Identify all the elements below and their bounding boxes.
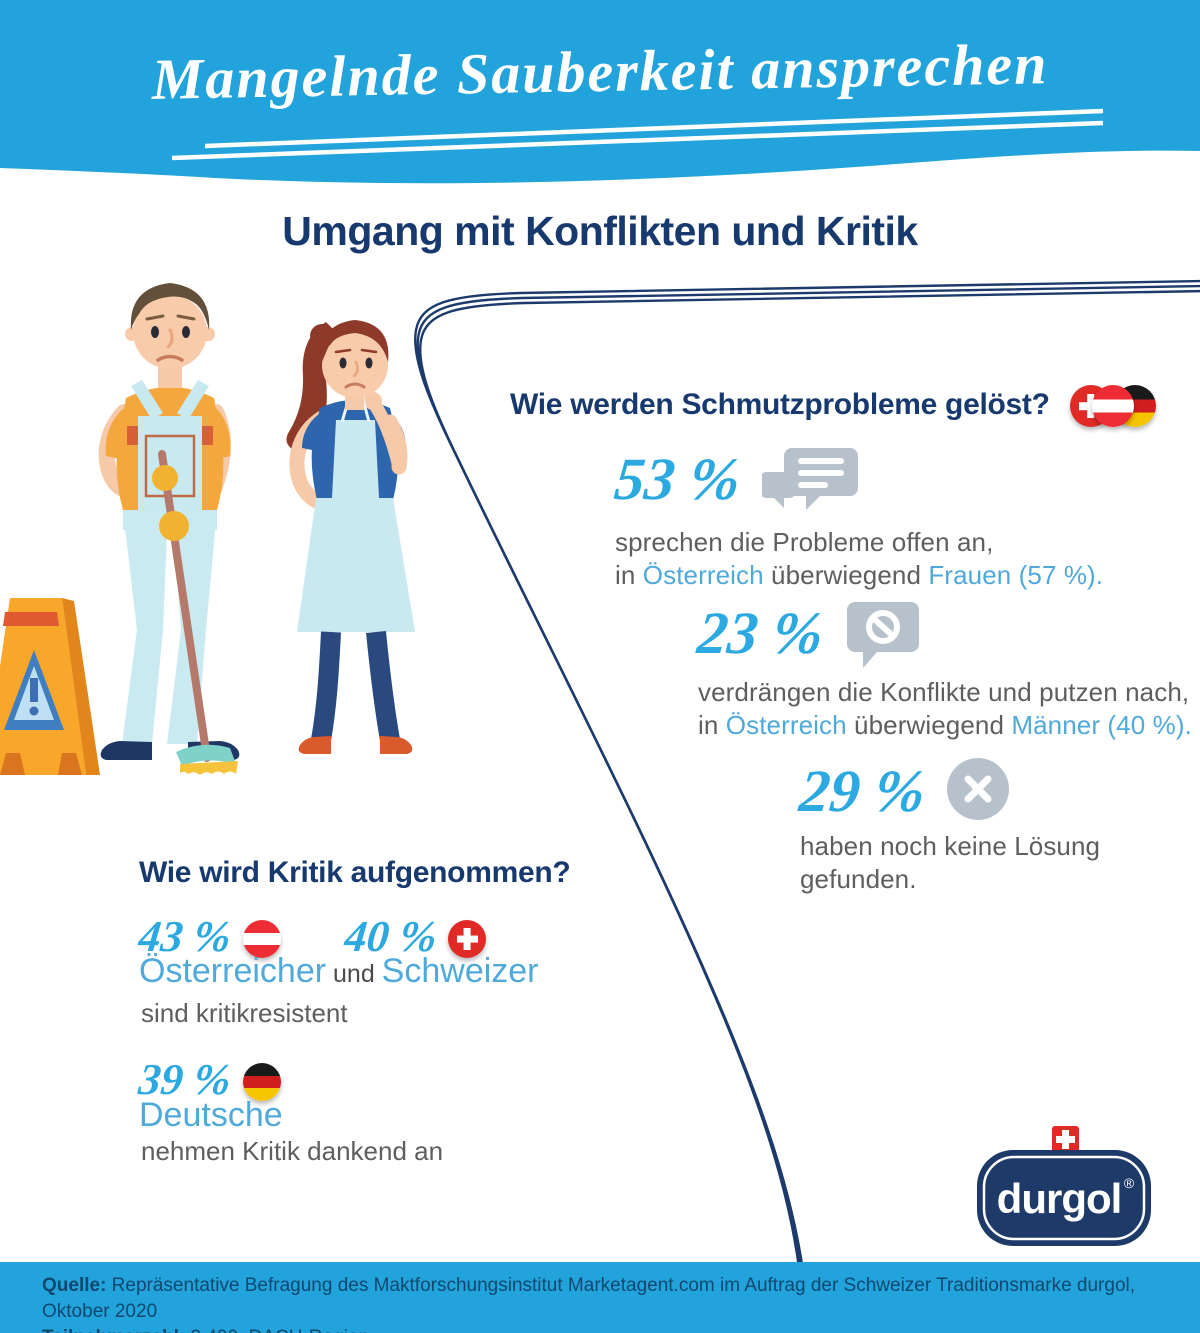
cross-circle-icon [946, 758, 1009, 820]
page-title: Umgang mit Konflikten und Kritik [282, 208, 918, 254]
banner-wave-background [0, 0, 1200, 184]
critic-pair-row: 43 % 40 % [136, 912, 487, 961]
footer-participants-line: Teilnehmerzahl: 2.400, DACH-Region [42, 1325, 1170, 1333]
critic-pair-caption: Österreicher und Schweizer [139, 952, 539, 990]
stat-23-line2: in Österreich überwiegend Männer (40 %). [698, 710, 1192, 740]
solve-section-header: Wie werden Schmutzprobleme gelöst? [510, 383, 1156, 427]
critic-single-caption: Deutsche [139, 1096, 283, 1134]
stat-53-block: 53 % sprechen die Probleme offen an, in … [611, 446, 1104, 592]
durgol-logo: durgol ® [977, 1126, 1151, 1246]
stat-29-block: 29 % haben noch keine Lösung gefunden. [796, 758, 1200, 896]
svg-text:®: ® [1124, 1175, 1135, 1191]
stat-23-value: 23 % [694, 600, 827, 666]
critic-section-heading: Wie wird Kritik aufgenommen? [139, 856, 571, 889]
austrian-flag-icon [242, 920, 281, 958]
stat-29-line1: haben noch keine Lösung gefunden. [800, 831, 1101, 894]
solve-section-heading: Wie werden Schmutzprobleme gelöst? [510, 388, 1050, 421]
critic-pair-subcaption: sind kritikresistent [141, 998, 348, 1028]
german-flag-icon [242, 1063, 281, 1101]
wet-floor-sign-illustration [0, 598, 100, 775]
cleaning-scene-illustration [0, 283, 415, 775]
stat-23-block: 23 % verdrängen die Konflikte und putzen… [694, 600, 1192, 742]
stat-23-line1: verdrängen die Konflikte und putzen nach… [698, 677, 1190, 707]
dach-flag-cluster [1069, 385, 1156, 427]
stat-53-value: 53 % [611, 446, 744, 512]
footer-source-bar: Quelle: Repräsentative Befragung des Mak… [0, 1262, 1200, 1333]
svg-text:durgol: durgol [997, 1175, 1122, 1222]
cleaner-man-illustration [98, 283, 240, 775]
stat-53-line1: sprechen die Probleme offen an, [615, 527, 994, 557]
footer-source-line: Quelle: Repräsentative Befragung des Mak… [42, 1275, 1136, 1322]
austrian-flag-icon [1091, 385, 1134, 427]
title-underline-bottom [171, 120, 1104, 161]
chat-bubbles-icon [761, 448, 858, 510]
thinking-woman-illustration [286, 320, 415, 754]
blocked-speech-bubble-icon [846, 602, 919, 668]
stat-29-value: 29 % [796, 758, 929, 824]
stat-53-line2: in Österreich überwiegend Frauen (57 %). [615, 560, 1104, 590]
critic-single-subcaption: nehmen Kritik dankend an [141, 1136, 444, 1166]
swiss-flag-icon [448, 920, 487, 958]
critic-single-row: 39 % [136, 1055, 281, 1104]
title-underline-top [204, 108, 1104, 149]
